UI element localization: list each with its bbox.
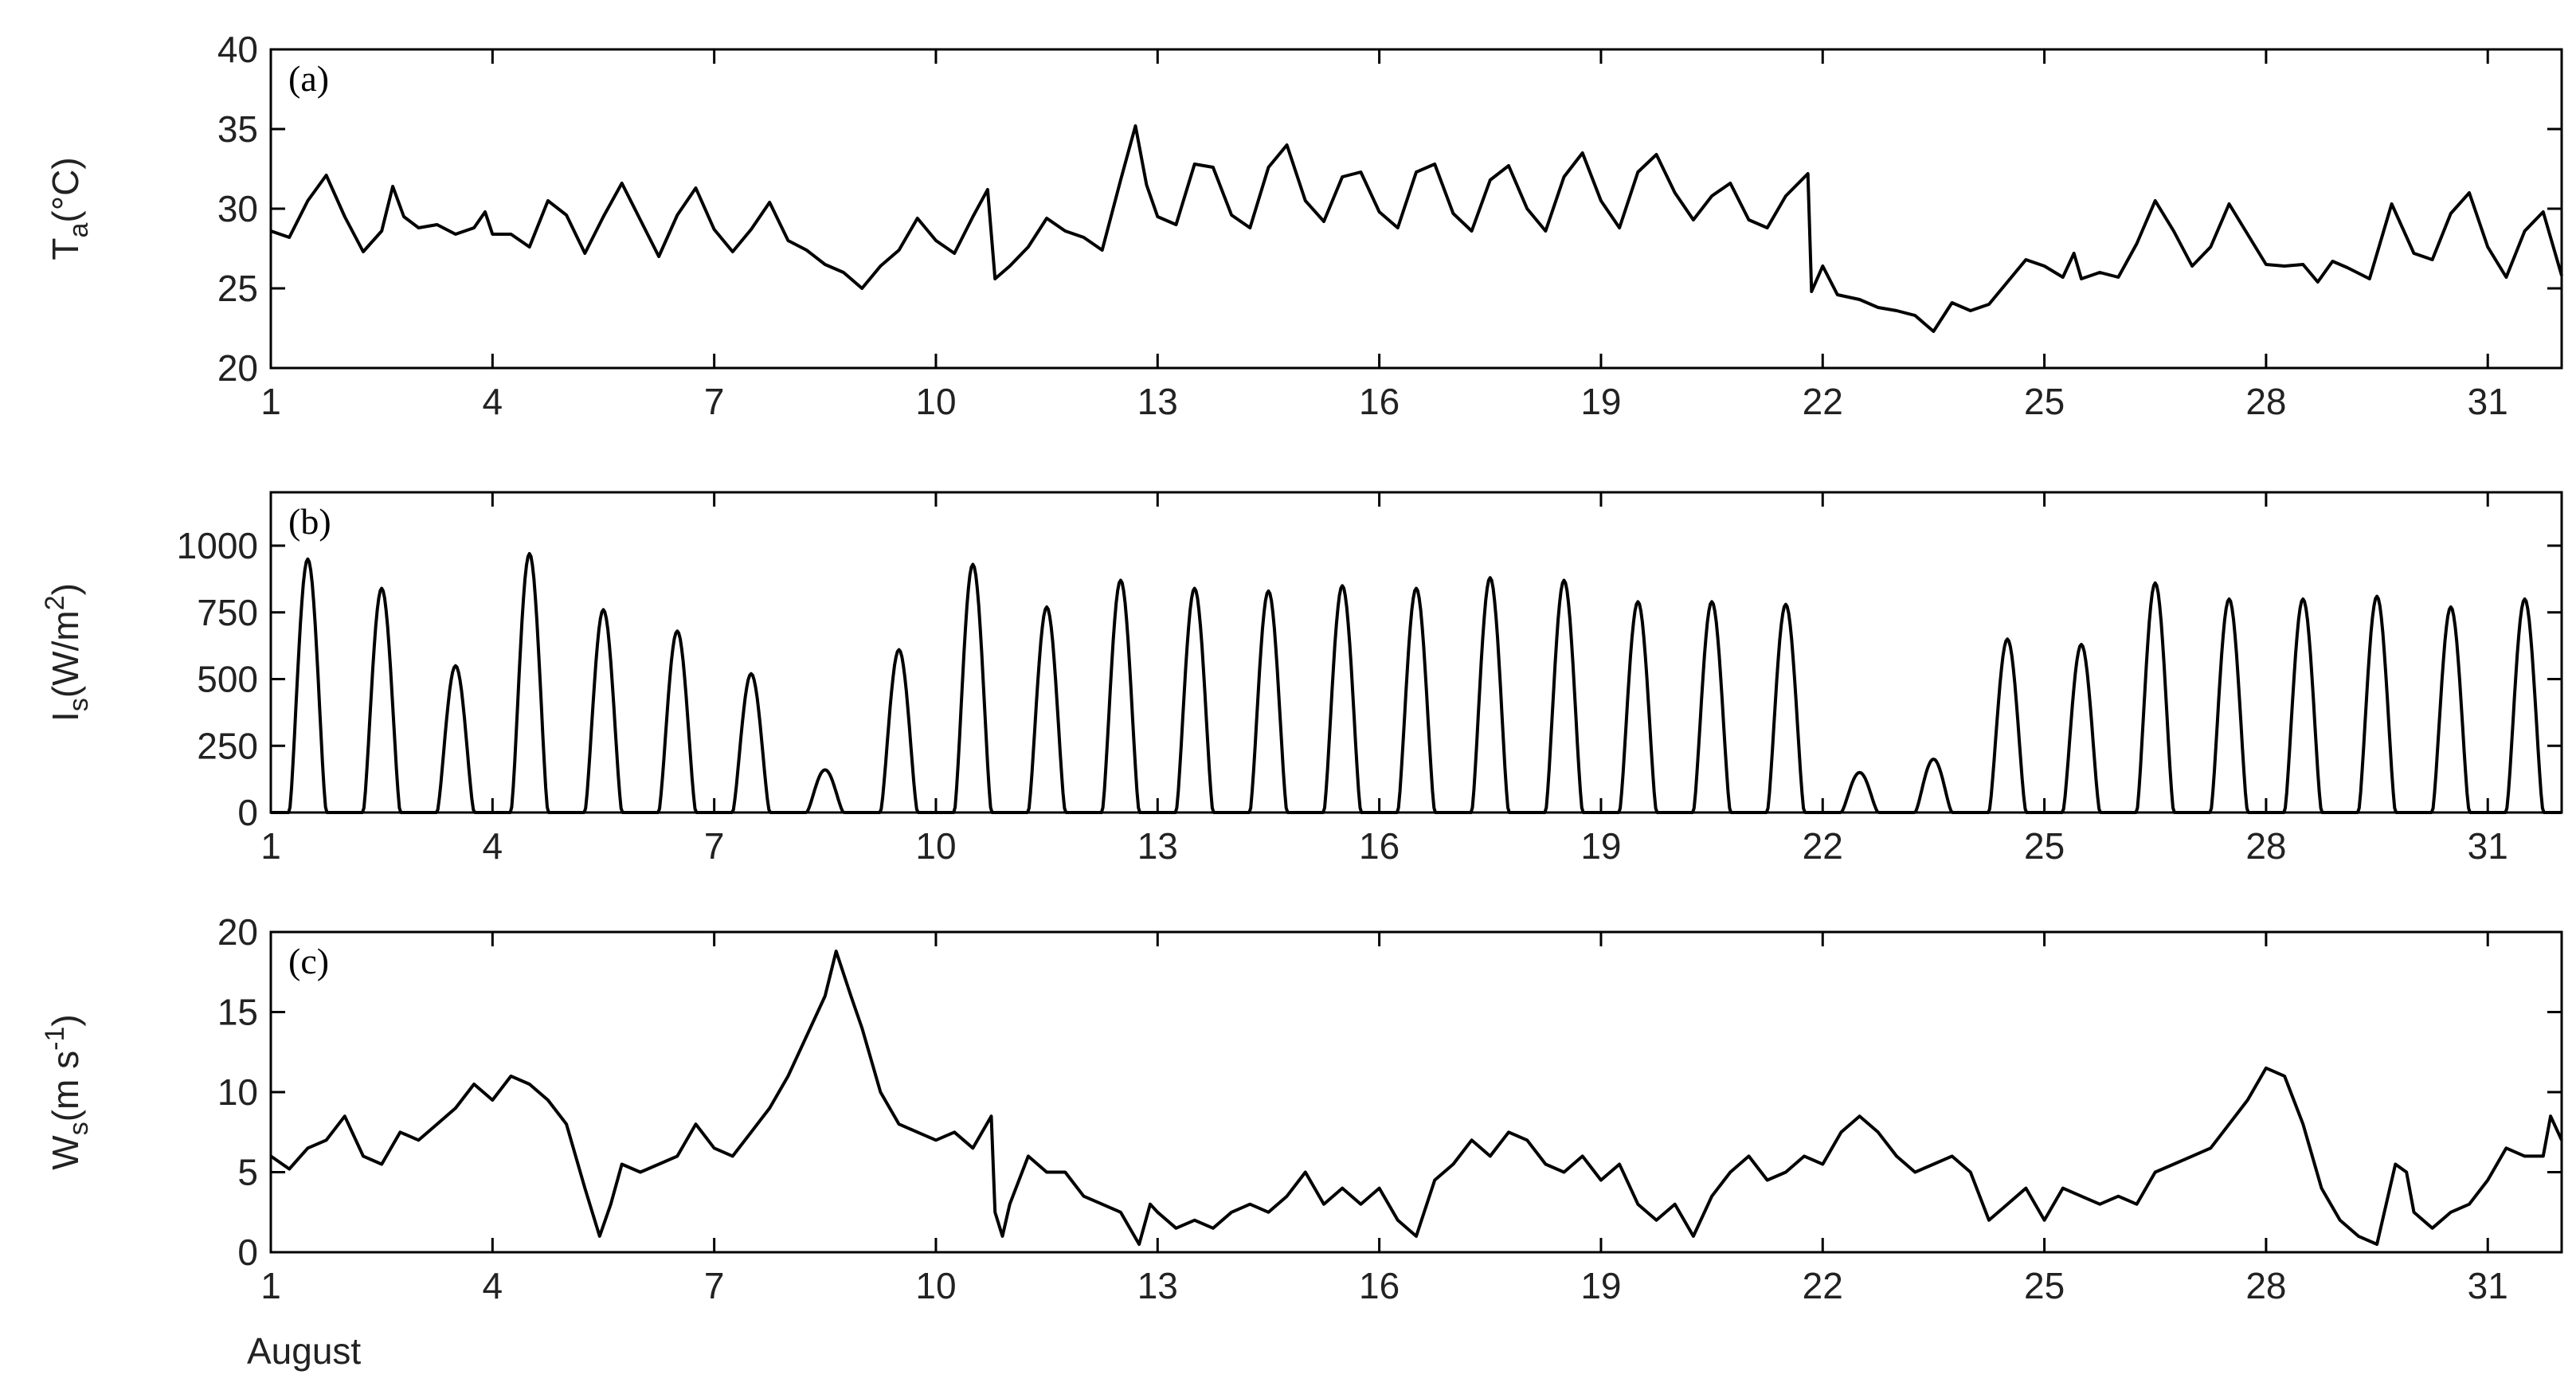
x-tick-label-b-28: 28 [2245,825,2286,867]
x-tick-label-b-31: 31 [2468,825,2508,867]
y-label-sub-c: s [64,1122,94,1135]
ticks-c: 1 4 7 10 13 16 19 22 25 28 31 0 5 10 15 20 [217,911,2562,1306]
y-label-sub-b: s [64,698,94,711]
y-tick-label-c-15: 15 [217,992,258,1033]
x-tick-label-b-7: 7 [704,825,725,867]
x-tick-label-c-4: 4 [483,1265,503,1306]
y-label-main-a: T [45,238,86,260]
axes-box-b [269,491,2563,814]
x-tick-label-a-13: 13 [1137,381,1178,422]
axes-box-a [269,48,2563,370]
x-tick-label-c-22: 22 [1803,1265,1843,1306]
x-tick-label-b-16: 16 [1359,825,1400,867]
y-axis-label-c: Ws(m s-1) [40,1014,94,1169]
panel-label-a: (a) [288,58,329,99]
y-tick-label-b-500: 500 [197,659,258,700]
y-tick-label-b-750: 750 [197,592,258,633]
y-label-close-b: ) [45,583,86,595]
x-tick-label-a-25: 25 [2024,381,2065,422]
x-tick-label-c-16: 16 [1359,1265,1400,1306]
panel-a: (a) 1 4 7 10 13 16 19 22 25 28 31 20 25 30 35 40 Ta(°C) [45,29,2563,422]
x-tick-label-b-22: 22 [1803,825,1843,867]
x-axis-label: August [247,1330,361,1372]
y-axis-label-a: Ta(°C) [45,157,94,260]
y-label-sup-c: -1 [40,1027,70,1051]
panel-c: (c) 1 4 7 10 13 16 19 22 25 28 31 0 5 10 15 20 Ws(m s-1… [40,911,2563,1372]
x-tick-label-a-4: 4 [483,381,503,422]
x-tick-label-c-19: 19 [1580,1265,1621,1306]
x-tick-label-a-1: 1 [260,381,281,422]
x-tick-label-b-13: 13 [1137,825,1178,867]
y-tick-label-a-35: 35 [217,108,258,150]
y-label-rest-a: (°C) [45,157,86,222]
x-tick-label-c-10: 10 [915,1265,956,1306]
y-tick-label-c-5: 5 [237,1152,258,1193]
y-label-sub-a: a [64,223,94,238]
x-tick-label-a-16: 16 [1359,381,1400,422]
x-tick-label-b-10: 10 [915,825,956,867]
y-tick-label-b-0: 0 [237,792,258,833]
x-tick-label-c-31: 31 [2468,1265,2508,1306]
y-axis-label-b: Is(W/m2) [40,583,94,722]
series-line-a [270,124,2563,333]
y-tick-label-a-25: 25 [217,268,258,309]
y-tick-label-c-20: 20 [217,911,258,953]
y-label-main-b: I [45,711,86,722]
y-tick-label-c-10: 10 [217,1071,258,1113]
panel-label-c: (c) [288,941,329,981]
series-line-b [270,552,2562,814]
x-tick-label-a-22: 22 [1803,381,1843,422]
y-tick-label-b-1000: 1000 [177,525,258,566]
y-tick-label-a-30: 30 [217,188,258,229]
series-line-c [269,950,2563,1246]
y-tick-label-a-20: 20 [217,347,258,389]
y-tick-label-b-250: 250 [197,725,258,766]
x-tick-label-b-4: 4 [483,825,503,867]
ticks-a: 1 4 7 10 13 16 19 22 25 28 31 20 25 30 35 40 [217,29,2562,422]
y-tick-label-a-40: 40 [217,29,258,70]
axes-box-c [269,930,2563,1254]
panel-b: (b) 1 4 7 10 13 16 19 22 25 28 31 0 250 500 750 1000 Is… [40,491,2563,867]
y-label-sup-b: 2 [40,595,70,610]
x-tick-label-a-28: 28 [2245,381,2286,422]
x-tick-label-a-10: 10 [915,381,956,422]
y-label-close-c: ) [45,1014,86,1026]
x-tick-label-c-13: 13 [1137,1265,1178,1306]
x-tick-label-b-25: 25 [2024,825,2065,867]
y-label-main-c: W [45,1135,86,1170]
x-tick-label-c-28: 28 [2245,1265,2286,1306]
x-tick-label-b-19: 19 [1580,825,1621,867]
x-tick-label-b-1: 1 [260,825,281,867]
ticks-b: 1 4 7 10 13 16 19 22 25 28 31 0 250 500 750 1000 [177,492,2562,867]
y-tick-label-c-0: 0 [237,1232,258,1273]
x-tick-label-a-7: 7 [704,381,725,422]
x-tick-label-a-19: 19 [1580,381,1621,422]
panel-label-b: (b) [288,501,331,542]
x-tick-label-c-7: 7 [704,1265,725,1306]
x-tick-label-c-25: 25 [2024,1265,2065,1306]
y-label-rest-c: (m s [45,1051,86,1122]
y-label-rest-b: (W/m [45,610,86,698]
x-tick-label-c-1: 1 [260,1265,281,1306]
x-tick-label-a-31: 31 [2468,381,2508,422]
